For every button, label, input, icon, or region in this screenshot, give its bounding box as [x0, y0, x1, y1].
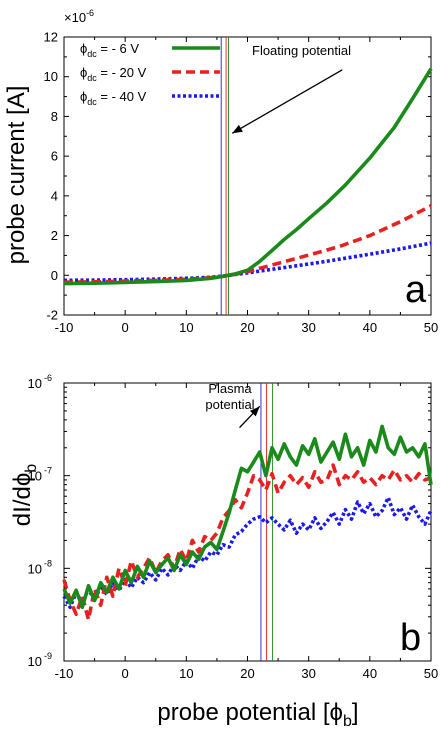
y-tick-label: 12 [44, 30, 58, 45]
x-axis-label-sub: b [343, 713, 352, 730]
series-line [62, 495, 433, 610]
y-tick-label: 10 [28, 469, 42, 484]
legend-entry-label: ϕdc = - 20 V [80, 65, 147, 83]
y-tick-label: 8 [51, 109, 58, 124]
legend-subscript: dc [87, 49, 97, 59]
legend-entry-label: ϕdc = - 40 V [80, 89, 147, 107]
x-axis-label: probe potential [ϕb] [157, 699, 358, 730]
x-tick-label: 30 [301, 666, 315, 681]
x-tick-label: 10 [179, 320, 193, 335]
x-axis-label-main: probe potential [ϕ [157, 699, 343, 726]
panel-a-tick-labels: -10 0 10 20 30 40 50 -2 0 2 4 6 8 10 12 [44, 30, 439, 336]
panel-a-y-multiplier-base: ×10 [64, 10, 86, 25]
annotation-arrow-head [232, 124, 243, 134]
series-line [63, 67, 433, 286]
annotation-floating-potential: Floating potential [252, 43, 351, 58]
y-tick-label: 10 [28, 654, 42, 669]
panel-b-letter: b [400, 617, 421, 659]
legend-phi: ϕ [80, 89, 87, 104]
legend-subscript: dc [87, 97, 97, 107]
x-tick-label: 50 [424, 320, 438, 335]
x-tick-label: 20 [240, 320, 254, 335]
panel-a-reference-lines [220, 37, 229, 315]
annotation-plasma-line2: potential [205, 397, 254, 412]
panel-a: -10 0 10 20 30 40 50 -2 0 2 4 6 8 10 12 ×10-6 probe cu… [3, 8, 438, 335]
panel-b-y-axis-label: dI/dϕb [9, 464, 40, 526]
legend-phi: ϕ [80, 65, 87, 80]
x-tick-label: 20 [240, 666, 254, 681]
plot-frame [63, 382, 432, 662]
y-tick-label: 0 [51, 268, 58, 283]
panel-b-series [62, 424, 433, 622]
y-tick-label: 6 [51, 149, 58, 164]
y-tick-label: -2 [46, 308, 58, 323]
panel-a-annotation: Floating potential [231, 43, 351, 134]
y-tick-label: 10 [28, 376, 42, 391]
y-tick-label-exponent: -9 [44, 651, 52, 661]
series-line [62, 424, 433, 610]
panel-b-axes-frame [63, 382, 432, 662]
y-tick-label-exponent: -6 [44, 373, 52, 383]
annotation-plasma-line1: Plasma [208, 381, 252, 396]
panel-b-y-axis-label-main: dI/dϕ [9, 473, 36, 526]
x-tick-label: -10 [55, 666, 74, 681]
annotation-arrow-head [249, 406, 260, 417]
x-tick-label: 10 [179, 666, 193, 681]
y-tick-label-exponent: -7 [44, 466, 52, 476]
y-tick-label: 4 [51, 188, 58, 203]
y-tick-label-exponent: -8 [44, 558, 52, 568]
annotation-arrow-shaft [231, 69, 343, 134]
x-tick-label: 40 [363, 320, 377, 335]
series-line [63, 241, 432, 283]
panel-a-axes-frame [63, 36, 432, 316]
panel-a-y-multiplier: ×10-6 [64, 8, 94, 25]
x-tick-label: -10 [55, 320, 74, 335]
legend-subscript: dc [87, 73, 97, 83]
legend-value: = - 40 V [97, 89, 147, 104]
panel-a-letter: a [405, 269, 427, 311]
panel-b-y-axis-label-sub: b [23, 464, 40, 473]
panel-a-y-axis-label: probe current [A] [3, 86, 30, 265]
legend-phi: ϕ [80, 41, 87, 56]
panel-a-series [63, 67, 433, 286]
x-tick-label: 0 [122, 666, 129, 681]
legend-value: = - 20 V [97, 65, 147, 80]
x-tick-label: 40 [363, 666, 377, 681]
y-tick-label: 10 [44, 69, 58, 84]
panel-a-y-multiplier-exponent: -6 [86, 8, 94, 18]
x-tick-label: 50 [424, 666, 438, 681]
legend-value: = - 6 V [97, 41, 140, 56]
x-axis-label-end: ] [352, 699, 359, 726]
y-tick-label: 2 [51, 228, 58, 243]
x-tick-label: 0 [122, 320, 129, 335]
series-line [62, 463, 432, 622]
legend-entry-label: ϕdc = - 6 V [80, 41, 139, 59]
y-tick-label: 10 [28, 561, 42, 576]
x-tick-label: 30 [301, 320, 315, 335]
